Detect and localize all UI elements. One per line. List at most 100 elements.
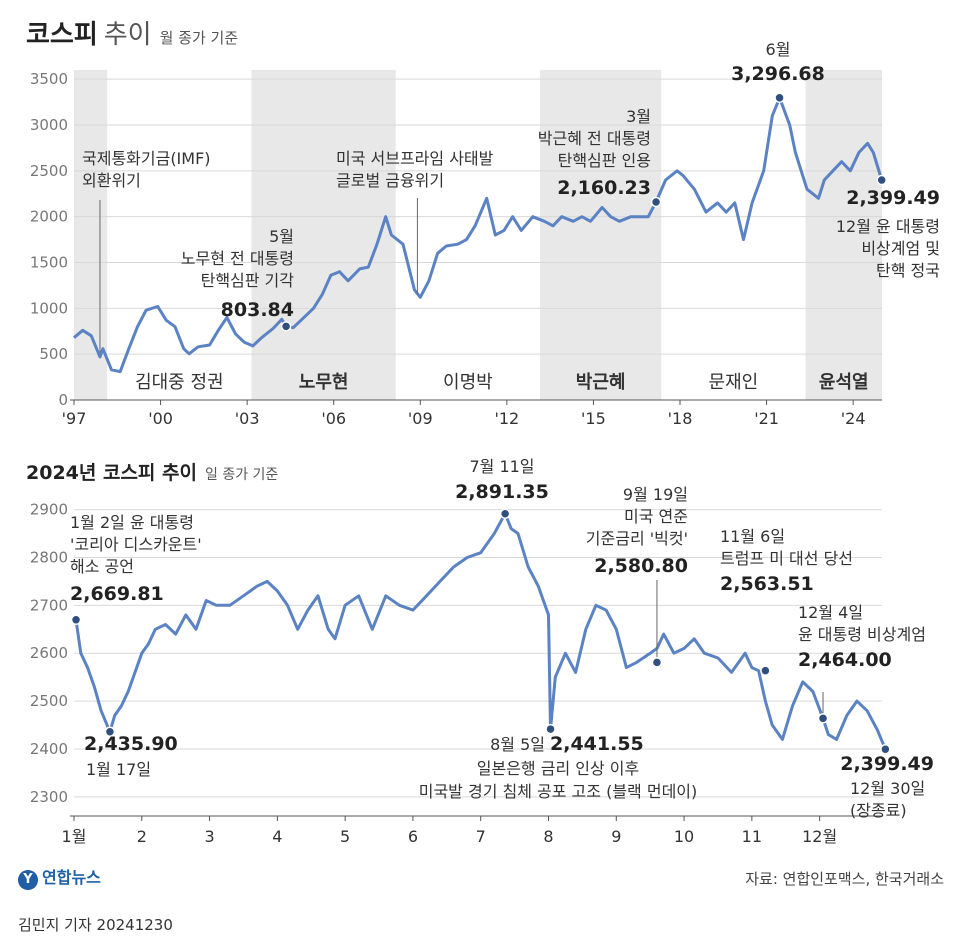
c1-last-annotation-value: 2,399.49	[846, 187, 940, 209]
dec30-annotation-value: 2,399.49	[840, 753, 934, 775]
c1-x-tick: '97	[62, 409, 87, 428]
c1-last-annotation-text: 12월 윤 대통령	[836, 217, 940, 236]
park-marker-dot	[650, 196, 662, 208]
nov6-marker-dot	[760, 665, 771, 676]
era-label: 노무현	[299, 372, 349, 393]
subprime-annotation-text: 미국 서브프라임 사태발	[336, 149, 494, 168]
jul11-marker-dot	[499, 508, 511, 519]
c2-x-tick: 8	[543, 827, 553, 846]
nov6-annotation-text: 트럼프 미 대선 당선	[720, 549, 853, 568]
c2-y-tick: 2900	[30, 501, 68, 519]
chart1-title-note: 월 종가 기준	[159, 29, 239, 47]
c1-y-tick: 1500	[30, 254, 68, 272]
reporter-credit: 김민지 기자 20241230	[18, 916, 173, 934]
c2-y-tick: 2500	[30, 692, 68, 710]
c1-x-tick: '15	[581, 409, 606, 428]
c2-x-tick: 9	[611, 827, 621, 846]
era-label: 박근혜	[576, 372, 626, 393]
peak-annotation-text: 6월	[766, 40, 791, 59]
aug5-annotation-value: 2,441.55	[550, 733, 644, 755]
era-label: 문재인	[709, 372, 759, 393]
sep19-annotation-text: 9월 19일	[623, 485, 688, 504]
jan2-annotation-text: 1월 2일 윤 대통령	[70, 513, 194, 532]
aug5-annotation-text: 미국발 경기 침체 공포 고조 (블랙 먼데이)	[419, 782, 698, 801]
park-annotation-text: 박근혜 전 대통령	[538, 129, 651, 148]
yonhap-logo: Y 연합뉴스	[18, 864, 101, 890]
c1-last-marker-dot	[876, 174, 887, 186]
c2-x-tick: 6	[408, 827, 418, 846]
sep19-marker-dot	[651, 657, 663, 668]
c1-y-tick: 2000	[30, 208, 68, 226]
aug5-annotation-text: 일본은행 금리 인상 이후	[477, 759, 639, 778]
c2-y-tick: 2300	[30, 788, 68, 806]
dec30-annotation-text: (장종료)	[850, 801, 907, 820]
c2-x-tick: 7	[476, 827, 486, 846]
dec30-annotation-text: 12월 30일	[850, 779, 925, 798]
c1-x-tick: '21	[754, 409, 779, 428]
jan17-marker-dot	[104, 726, 116, 738]
park-annotation-value: 2,160.23	[557, 177, 651, 199]
c2-x-tick: 5	[340, 827, 350, 846]
c2-x-tick: 4	[272, 827, 282, 846]
dec4-annotation-value: 2,464.00	[798, 649, 892, 671]
jan2-annotation-text: '코리아 디스카운트'	[70, 535, 202, 554]
c1-y-tick: 1000	[30, 299, 68, 317]
logo-text: 연합뉴스	[42, 868, 101, 887]
chart1-title-sub: 추이	[103, 20, 152, 50]
c2-x-tick: 12월	[802, 827, 837, 846]
aug5-marker-dot	[545, 723, 556, 735]
era-label: 김대중 정권	[135, 372, 224, 393]
sep19-annotation-value: 2,580.80	[594, 555, 688, 577]
c1-x-tick: '03	[235, 409, 260, 428]
imf-annotation-text: 국제통화기금(IMF)	[82, 149, 211, 168]
peak-annotation-value: 3,296.68	[731, 63, 825, 85]
chart2-title-note: 일 종가 기준	[205, 467, 279, 483]
c2-x-tick: 1월	[62, 827, 87, 846]
park-annotation-text: 3월	[626, 107, 651, 126]
jan17-annotation-text: 1월 17일	[86, 760, 151, 779]
chart1-title: 코스피 추이 월 종가 기준	[26, 14, 238, 51]
c1-y-tick: 3000	[30, 116, 68, 134]
roh-annotation-text: 탄핵심판 기각	[201, 271, 295, 290]
roh-annotation-value: 803.84	[221, 299, 294, 321]
c1-last-annotation-text: 탄핵 정국	[876, 261, 940, 280]
dec4-annotation-text: 윤 대통령 비상계엄	[798, 625, 926, 644]
nov6-annotation-value: 2,563.51	[720, 573, 814, 595]
c1-series-line	[73, 96, 884, 374]
jul11-annotation-value: 2,891.35	[455, 481, 549, 503]
chart1-title-main: 코스피	[26, 20, 98, 50]
c1-x-tick: '18	[668, 409, 693, 428]
peak-marker-dot	[774, 92, 785, 104]
jan2-annotation-value: 2,669.81	[70, 583, 164, 605]
source-note: 자료: 연합인포맥스, 한국거래소	[745, 870, 944, 888]
c1-x-tick: '24	[841, 409, 866, 428]
logo-mark-icon: Y	[18, 870, 38, 890]
c1-y-tick: 2500	[30, 162, 68, 180]
jul11-annotation-text: 7월 11일	[469, 457, 534, 476]
c2-x-tick: 11	[742, 827, 762, 846]
c2-y-tick: 2800	[30, 548, 68, 566]
sep19-annotation-text: 미국 연준	[624, 507, 688, 526]
jan2-marker-dot	[70, 614, 82, 626]
c1-y-tick: 0	[58, 391, 68, 409]
c2-y-tick: 2700	[30, 596, 68, 614]
nov6-annotation-text: 11월 6일	[720, 527, 785, 546]
jan2-annotation-text: 해소 공언	[70, 557, 134, 576]
era-label: 이명박	[443, 372, 493, 393]
c1-x-tick: '00	[148, 409, 173, 428]
roh-annotation-text: 노무현 전 대통령	[181, 249, 294, 268]
park-annotation-text: 탄핵심판 인용	[558, 151, 651, 170]
subprime-annotation-text: 글로벌 금융위기	[336, 171, 444, 190]
c1-y-tick: 500	[39, 345, 68, 363]
imf-annotation-text: 외환위기	[82, 171, 141, 190]
c2-x-tick: 3	[204, 827, 214, 846]
c2-x-tick: 10	[674, 827, 694, 846]
c1-x-tick: '06	[321, 409, 346, 428]
c1-x-tick: '09	[408, 409, 433, 428]
c1-y-tick: 3500	[30, 70, 68, 88]
c2-x-tick: 2	[137, 827, 147, 846]
c1-last-annotation-text: 비상계엄 및	[861, 239, 940, 258]
chart2-title: 2024년 코스피 추이 일 종가 기준	[26, 458, 278, 485]
dec30-marker-dot	[880, 743, 891, 755]
